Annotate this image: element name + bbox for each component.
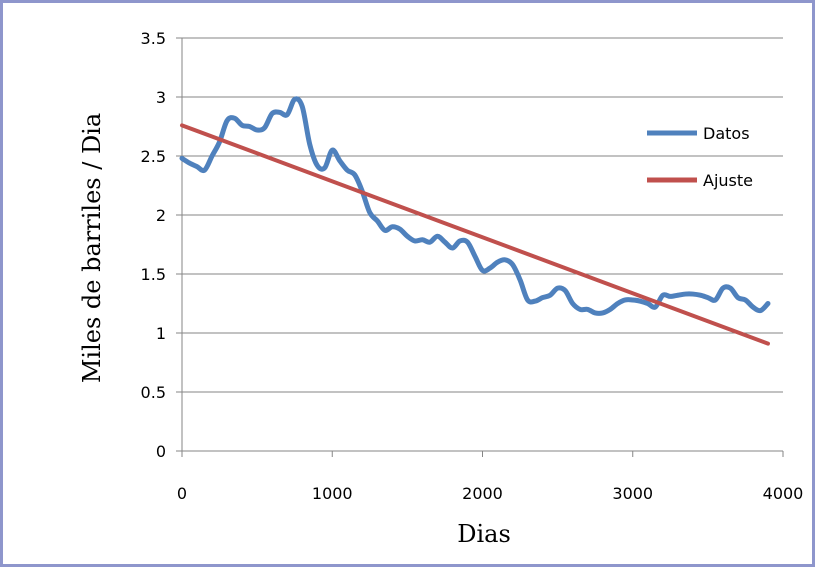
x-tick-label: 0 <box>177 484 187 503</box>
x-tick-label: 3000 <box>612 484 653 503</box>
y-tick-label: 2 <box>156 206 166 225</box>
series-lines <box>179 96 771 346</box>
gridlines <box>182 37 783 393</box>
y-tick-labels: 0 0.5 1 1.5 2 2.5 3 3.5 <box>141 29 166 461</box>
legend-label: Datos <box>703 124 750 143</box>
x-tick-label: 4000 <box>763 484 804 503</box>
series-line-ajuste <box>180 123 770 346</box>
legend: Datos Ajuste <box>647 124 753 190</box>
x-tick-label: 1000 <box>312 484 353 503</box>
line-chart: 0 0.5 1 1.5 2 2.5 3 3.5 0 1000 2000 3000 4000 Miles… <box>78 29 803 548</box>
y-tick-label: 2.5 <box>141 147 166 166</box>
y-tick-label: 1 <box>156 324 166 343</box>
x-axis-title: Dias <box>457 520 511 548</box>
legend-label: Ajuste <box>703 171 753 190</box>
y-axis-title: Miles de barriles / Dia <box>78 113 106 383</box>
series-line-datos <box>179 96 771 316</box>
y-tick-label: 1.5 <box>141 265 166 284</box>
y-tick-label: 3.5 <box>141 29 166 48</box>
x-tick-labels: 0 1000 2000 3000 4000 <box>177 484 803 503</box>
x-tick-label: 2000 <box>462 484 503 503</box>
legend-datos: Datos <box>647 124 750 143</box>
y-tick-label: 3 <box>156 88 166 107</box>
legend-ajuste: Ajuste <box>647 171 753 190</box>
axes <box>176 37 784 457</box>
y-tick-label: 0 <box>156 442 166 461</box>
y-tick-label: 0.5 <box>141 383 166 402</box>
